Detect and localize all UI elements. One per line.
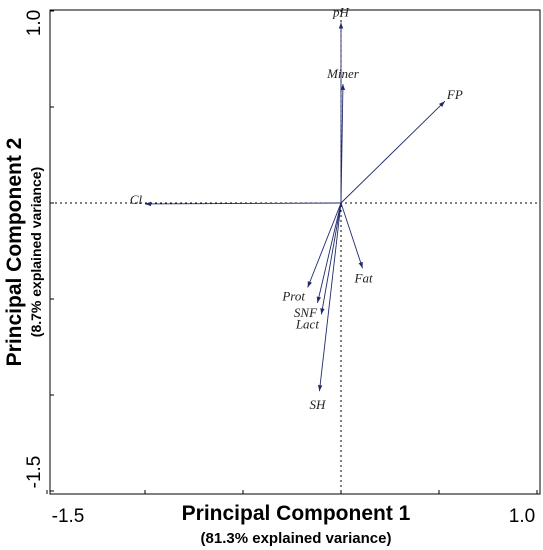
loading-label-fp: FP <box>446 87 463 102</box>
loading-arrow-lact <box>320 202 342 315</box>
loading-label-cl: Cl <box>130 192 143 207</box>
arrow-head-prot <box>307 281 312 288</box>
x-axis-subtitle: (81.3% explained variance) <box>201 530 392 547</box>
arrow-head-lact <box>320 308 325 315</box>
loading-arrow-snf <box>317 202 342 303</box>
x-tick-label-max: 1.0 <box>509 506 535 527</box>
arrow-head-snf <box>316 296 321 303</box>
loading-label-fat: Fat <box>354 270 373 285</box>
arrow-head-fp <box>439 101 445 108</box>
arrow-head-ph <box>338 22 344 29</box>
x-axis-title: Principal Component 1 <box>182 502 411 525</box>
loading-label-prot: Prot <box>281 288 305 303</box>
loading-label-lact: Lact <box>295 316 320 331</box>
axis-ticks <box>46 10 538 494</box>
loading-arrow-prot <box>307 202 342 288</box>
loading-arrow-sh <box>318 202 342 392</box>
reference-lines <box>50 10 540 494</box>
y-tick-label-min: -1.5 <box>24 456 45 489</box>
arrow-head-sh <box>317 384 323 392</box>
y-axis-subtitle: (8.7% explained variance) <box>28 167 44 337</box>
arrow-head-fat <box>358 261 363 269</box>
loading-arrow-fat <box>340 202 363 269</box>
y-tick-label-max: 1.0 <box>24 10 45 36</box>
loading-arrow-fp <box>340 100 446 204</box>
plot-frame <box>49 9 541 495</box>
loading-arrow-cl <box>144 202 342 205</box>
arrow-head-miner <box>340 83 346 90</box>
y-axis-title: Principal Component 2 <box>3 138 26 367</box>
loading-label-ph: pH <box>332 5 350 20</box>
x-tick-label-min: -1.5 <box>52 506 85 527</box>
loading-label-snf: SNF <box>294 305 318 320</box>
loading-label-miner: Miner <box>326 66 360 81</box>
arrow-head-cl <box>145 201 152 207</box>
loading-label-sh: SH <box>309 397 326 412</box>
loading-arrow-miner <box>340 83 344 204</box>
